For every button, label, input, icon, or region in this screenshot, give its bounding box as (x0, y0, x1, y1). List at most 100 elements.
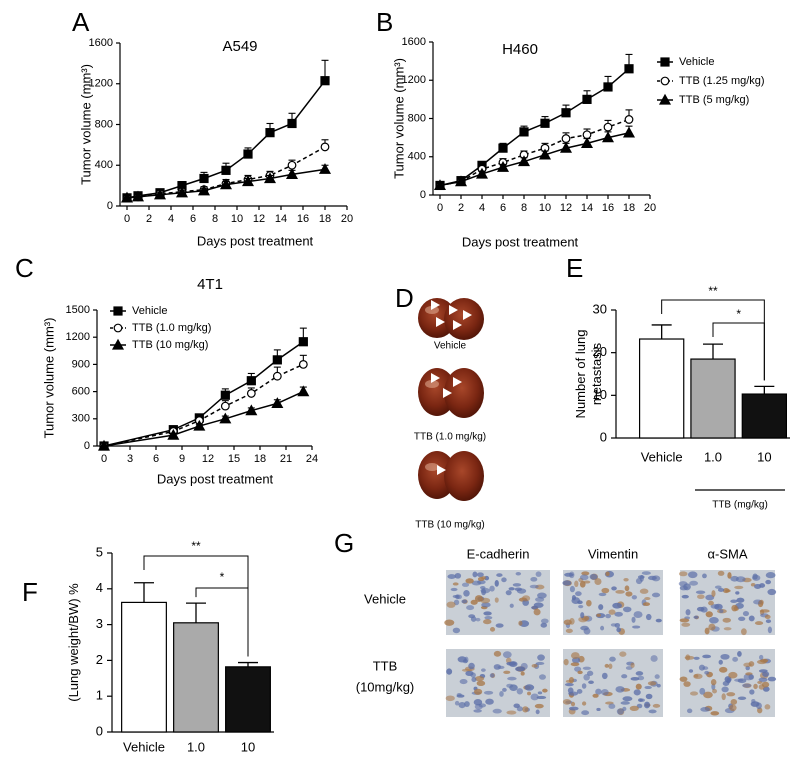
data-point (246, 389, 256, 398)
cell (565, 628, 573, 634)
legend-marker (111, 338, 125, 350)
data-point (561, 134, 571, 143)
cell (704, 670, 710, 675)
cell (465, 578, 474, 584)
x-tick-label: 14 (275, 213, 287, 225)
cell (639, 588, 649, 594)
x-tick-label: 12 (560, 202, 572, 214)
data-point (263, 172, 277, 184)
chart-title: H460 (502, 41, 538, 58)
arrow (431, 300, 440, 310)
cell (520, 671, 525, 676)
cell (477, 579, 486, 585)
cell (483, 619, 492, 625)
cell (569, 571, 575, 579)
cell (615, 686, 625, 693)
cell (732, 656, 739, 662)
series-line (439, 68, 630, 187)
cell (736, 597, 745, 603)
cell (470, 599, 478, 605)
y-tick-label: 400 (95, 159, 113, 171)
cell (758, 684, 765, 690)
cell (542, 688, 548, 693)
chart-title: 4T1 (197, 276, 223, 293)
data-point (496, 161, 510, 172)
cell (574, 580, 579, 588)
x-tick-label: 10 (757, 449, 771, 464)
cell (622, 706, 627, 712)
cell (629, 705, 639, 711)
arrow (443, 388, 452, 398)
cell (685, 609, 691, 616)
cell (459, 679, 468, 685)
data-point (219, 412, 232, 424)
cell (458, 702, 466, 709)
cell (748, 674, 755, 680)
cell (737, 651, 742, 657)
cell (754, 621, 764, 626)
cell (478, 703, 487, 708)
panel-letter: A (72, 7, 90, 37)
cell (595, 688, 602, 695)
cell (765, 572, 776, 579)
cell (693, 674, 699, 678)
cell (696, 606, 705, 612)
cell (574, 666, 582, 672)
cell (737, 696, 747, 700)
legend-label: Vehicle (679, 56, 714, 68)
cell (759, 583, 766, 588)
cell (468, 662, 475, 670)
x-tick-label: 10 (539, 202, 551, 214)
row-label: TTB (373, 658, 398, 673)
y-tick-label: 20 (593, 344, 607, 359)
data-point (197, 184, 211, 196)
cell (494, 580, 499, 587)
y-tick-label: 1200 (89, 78, 113, 90)
data-point (433, 179, 447, 191)
y-tick-label: 400 (408, 151, 426, 163)
cell (502, 651, 512, 659)
cell (583, 673, 590, 681)
data-point (241, 175, 255, 187)
cell (537, 654, 545, 661)
legend-label: TTB (5 mg/kg) (679, 94, 749, 106)
cell (596, 613, 601, 617)
cell (535, 597, 545, 602)
cell (650, 655, 658, 662)
legend-marker (660, 76, 670, 86)
cell (499, 690, 504, 697)
cell (581, 683, 587, 689)
cell (711, 590, 716, 598)
cell (464, 656, 469, 663)
cell (734, 585, 744, 590)
cell (480, 587, 491, 594)
cell (598, 604, 604, 610)
x-tick-label: 16 (602, 202, 614, 214)
data-point (199, 173, 209, 184)
cell (748, 615, 755, 622)
cell (720, 653, 730, 660)
cell (759, 609, 770, 613)
x-tick-label: 10 (231, 213, 243, 225)
cell (654, 674, 660, 679)
cell (719, 609, 724, 613)
cell (695, 590, 706, 595)
cell (476, 572, 484, 578)
cell (705, 594, 715, 601)
cell (678, 571, 688, 577)
cell (485, 698, 494, 705)
cell (605, 571, 610, 577)
cell (512, 583, 522, 587)
cell (705, 611, 713, 618)
data-point (219, 178, 233, 190)
cell (631, 616, 636, 623)
y-axis-label: (Lung weight/BW) % (66, 583, 81, 702)
cell (535, 661, 545, 665)
data-point (285, 168, 299, 180)
cell (767, 588, 777, 596)
cell (540, 622, 548, 628)
cell (765, 579, 772, 585)
x-axis-label: Days post treatment (157, 471, 274, 486)
cell (608, 609, 616, 615)
